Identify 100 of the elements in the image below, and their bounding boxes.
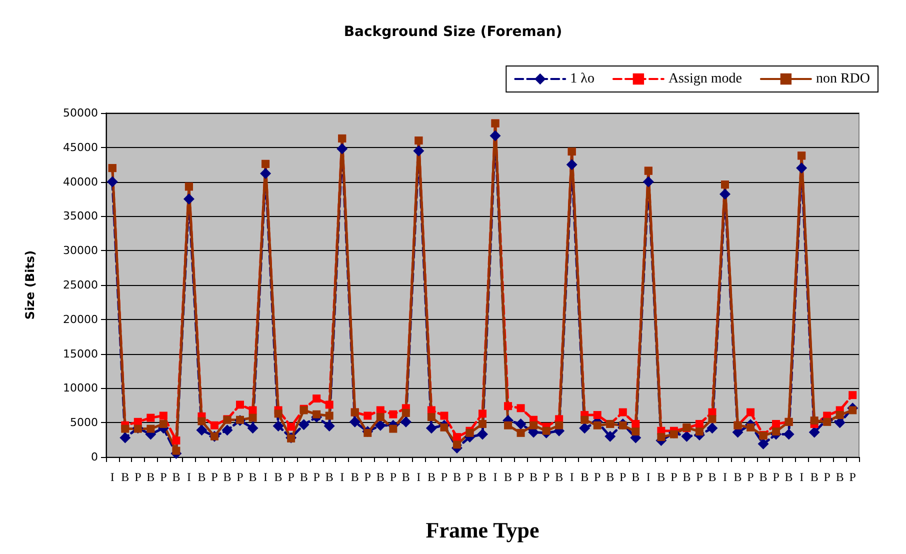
x-tick-label: B — [632, 470, 640, 484]
x-tick-label: B — [784, 470, 793, 484]
x-tick-label: P — [390, 470, 397, 484]
point — [272, 420, 284, 432]
point — [324, 420, 335, 432]
point — [400, 416, 412, 428]
point — [198, 417, 206, 426]
y-tick-label: 50000 — [63, 106, 98, 120]
point — [172, 446, 180, 455]
point — [325, 412, 334, 420]
point — [478, 420, 486, 428]
point — [374, 420, 386, 431]
y-tick-label: 35000 — [63, 210, 98, 223]
point — [349, 416, 360, 428]
point — [247, 422, 258, 434]
point — [402, 408, 410, 417]
x-tick-label: P — [134, 470, 142, 484]
point — [364, 412, 372, 420]
x-tick-label: B — [198, 470, 206, 484]
x-tick-label: B — [121, 470, 130, 484]
point — [618, 421, 627, 430]
point — [695, 428, 704, 436]
point — [159, 412, 168, 420]
y-tick-label: 15000 — [63, 347, 98, 360]
point — [530, 421, 538, 430]
x-tick-label: P — [670, 470, 678, 484]
point — [426, 422, 437, 434]
x-tick-label: B — [223, 470, 232, 484]
y-tick-label: 40000 — [63, 175, 98, 188]
x-tick-label: I — [800, 470, 804, 484]
point — [772, 428, 780, 436]
x-tick-label: P — [313, 470, 320, 484]
point — [579, 422, 590, 434]
point — [274, 410, 282, 418]
point — [364, 428, 372, 437]
point — [478, 410, 486, 418]
point — [746, 423, 755, 432]
x-tick-label: B — [325, 470, 334, 484]
x-tick-label: B — [452, 470, 461, 484]
x-tick-label: B — [836, 470, 844, 484]
point — [121, 424, 130, 433]
point — [172, 436, 180, 444]
x-tick-label: I — [570, 470, 574, 484]
y-tick-label: 20000 — [63, 312, 98, 326]
legend-label: non RDO — [816, 72, 870, 86]
point — [490, 130, 501, 142]
x-tick-label: B — [274, 470, 282, 484]
point — [632, 428, 640, 436]
x-tick-label: B — [172, 470, 180, 484]
point — [287, 422, 296, 431]
point — [848, 391, 857, 400]
point — [248, 406, 257, 414]
x-tick-label: P — [696, 470, 704, 484]
x-tick-label: P — [517, 470, 524, 484]
point — [542, 426, 550, 435]
x-tick-label: P — [772, 470, 780, 484]
x-tick-label: I — [264, 470, 268, 484]
point — [632, 420, 640, 428]
legend-label: Assign mode — [668, 72, 742, 86]
x-axis-title: Frame Type — [426, 518, 540, 542]
x-tick-label: P — [849, 470, 856, 484]
x-tick-label: I — [340, 470, 344, 484]
x-tick-label: I — [646, 470, 650, 484]
point — [555, 421, 564, 430]
point — [772, 420, 780, 428]
point — [516, 428, 525, 437]
point — [389, 424, 398, 433]
x-tick-label: B — [248, 470, 257, 484]
point — [196, 424, 208, 436]
point — [823, 418, 832, 426]
point — [719, 188, 730, 200]
point — [642, 176, 654, 188]
point — [593, 421, 602, 430]
point — [848, 406, 857, 414]
point — [146, 414, 155, 422]
point — [708, 415, 716, 424]
point — [440, 412, 448, 420]
x-tick-label: P — [620, 470, 627, 484]
x-tick-label: B — [478, 470, 487, 484]
point — [657, 433, 666, 442]
x-tick-label: B — [580, 470, 589, 484]
point — [681, 430, 692, 442]
point — [298, 419, 310, 430]
x-tick-label: B — [759, 470, 768, 484]
point — [836, 411, 844, 420]
point — [260, 168, 272, 180]
point — [440, 423, 448, 432]
x-tick-label: I — [722, 470, 727, 484]
x-tick-label: P — [211, 470, 218, 484]
legend-label: 1 λo — [570, 72, 594, 86]
point — [618, 408, 627, 416]
point — [504, 402, 512, 410]
x-tick-label: P — [440, 470, 448, 484]
point — [376, 413, 384, 422]
point — [452, 440, 461, 449]
x-tick-label: P — [160, 470, 168, 484]
x-tick-label: I — [493, 470, 498, 484]
x-tick-label: I — [416, 470, 421, 484]
x-tick-label: B — [350, 470, 359, 484]
point — [312, 410, 321, 418]
